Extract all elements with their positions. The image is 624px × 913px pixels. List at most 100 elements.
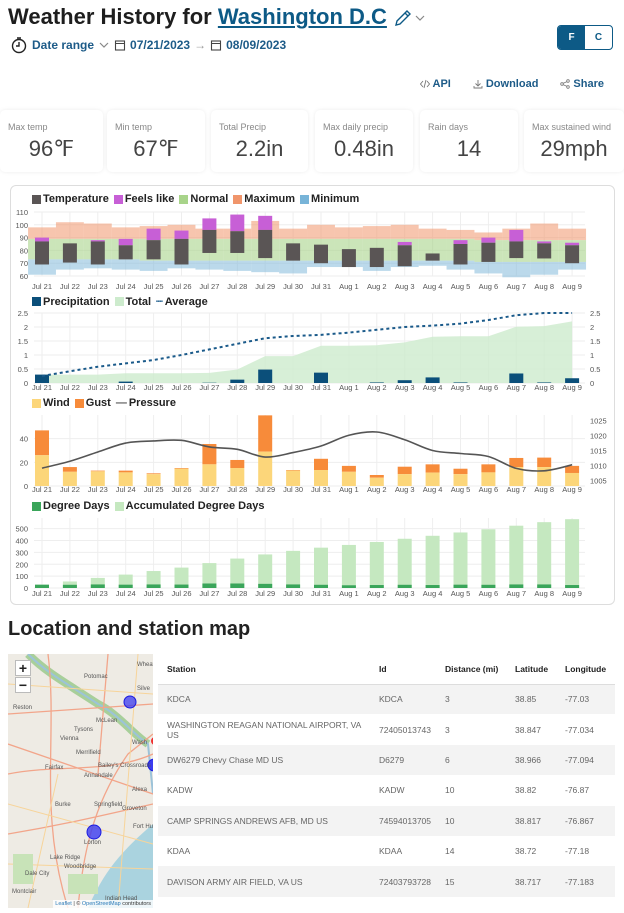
date-range-dropdown[interactable]: Date range xyxy=(32,38,95,52)
map-label: Wheat xyxy=(137,662,153,668)
y-tick-label: 0 xyxy=(24,584,28,593)
location-link[interactable]: Washington D.C xyxy=(217,4,387,29)
column-header-id[interactable]: Id xyxy=(370,654,436,685)
table-row[interactable]: KDAA KDAA 14 38.72 -77.18 xyxy=(158,836,615,866)
gust-bar xyxy=(397,466,412,475)
wind-bar xyxy=(62,471,77,486)
maximum-band xyxy=(446,229,475,239)
table-cell: -76.867 xyxy=(556,805,615,836)
y-tick-label: 40 xyxy=(20,435,28,444)
wind-bar xyxy=(509,467,524,486)
minimum-band xyxy=(279,260,308,274)
maximum-band xyxy=(279,228,308,239)
wind-bar xyxy=(565,472,580,486)
table-row[interactable]: CAMP SPRINGS ANDREWS AFB, MD US 745940137… xyxy=(158,805,615,836)
table-cell: 38.966 xyxy=(506,744,556,776)
osm-link[interactable]: OpenStreetMap xyxy=(81,901,121,907)
feels-like-bar xyxy=(174,230,189,239)
map-label: Lake Ridge xyxy=(50,855,81,861)
accumulated-degree-days-bar xyxy=(258,554,273,588)
share-link[interactable]: Share xyxy=(560,78,604,90)
y-tick-label: 200 xyxy=(15,560,28,569)
wind-bar xyxy=(118,472,133,486)
unit-f-button[interactable]: F xyxy=(558,26,585,49)
temperature-bar xyxy=(118,245,133,260)
accumulated-degree-days-bar xyxy=(118,574,133,588)
minimum-band xyxy=(307,260,335,268)
chevron-down-icon[interactable] xyxy=(98,39,110,51)
pencil-icon[interactable] xyxy=(393,8,413,28)
y-tick-label: 100 xyxy=(15,572,28,581)
precipitation-bar xyxy=(314,372,328,383)
chevron-down-icon[interactable] xyxy=(413,11,427,25)
maximum-band xyxy=(530,223,559,241)
x-tick-label: Jul 21 xyxy=(32,383,52,392)
y-tick-label: 0 xyxy=(24,482,28,491)
precipitation-bar xyxy=(35,374,49,383)
column-header-station[interactable]: Station xyxy=(158,654,370,685)
start-date[interactable]: 07/21/2023 xyxy=(130,38,191,52)
date-range-row: Date range 07/21/2023 → 08/09/2023 xyxy=(10,36,286,54)
feels-like-bar xyxy=(537,241,552,244)
stations-table: Station Id Distance (mi) Latitude Longit… xyxy=(158,654,615,897)
zoom-out-button[interactable]: − xyxy=(15,677,31,693)
column-header-longitude[interactable]: Longitude xyxy=(556,654,615,685)
gust-bar xyxy=(35,430,49,456)
x-tick-label: Aug 9 xyxy=(562,282,582,291)
x-tick-label: Jul 25 xyxy=(144,589,164,598)
y2-tick-label: 1015 xyxy=(590,447,607,456)
x-tick-label: Jul 22 xyxy=(60,485,80,494)
degree-days-bar xyxy=(369,585,384,588)
precipitation-bar xyxy=(425,377,440,383)
temperature-bar xyxy=(230,231,245,253)
download-link[interactable]: Download xyxy=(473,78,538,90)
table-row[interactable]: KDCA KDCA 3 38.85 -77.03 xyxy=(158,684,615,715)
temperature-bar xyxy=(35,241,49,265)
x-tick-label: Aug 1 xyxy=(339,282,359,291)
x-tick-label: Jul 29 xyxy=(255,485,275,494)
column-header-latitude[interactable]: Latitude xyxy=(506,654,556,685)
x-tick-label: Jul 31 xyxy=(311,589,331,598)
table-row[interactable]: DAVISON ARMY AIR FIELD, VA US 72403793728… xyxy=(158,866,615,897)
zoom-in-button[interactable]: + xyxy=(15,660,31,676)
x-tick-label: Jul 29 xyxy=(255,282,275,291)
table-row[interactable]: WASHINGTON REAGAN NATIONAL AIRPORT, VA U… xyxy=(158,714,615,744)
feels-like-bar xyxy=(90,240,105,242)
minimum-band xyxy=(139,260,168,271)
precipitation-bar xyxy=(453,382,468,383)
map-label: Dale City xyxy=(25,871,50,877)
table-row[interactable]: KADW KADW 10 38.82 -76.87 xyxy=(158,775,615,805)
x-tick-label: Aug 8 xyxy=(534,282,554,291)
maximum-band xyxy=(558,228,587,241)
y2-tick-label: 1020 xyxy=(590,432,607,441)
map-label: Indian Head xyxy=(105,896,138,902)
unit-c-button[interactable]: C xyxy=(594,32,603,43)
api-link[interactable]: API xyxy=(419,78,451,90)
temperature-bar xyxy=(286,243,301,261)
table-cell: 3 xyxy=(436,684,506,715)
map-label: Fairfax xyxy=(45,765,64,771)
y2-tick-label: 1005 xyxy=(590,476,607,485)
gust-bar xyxy=(146,473,161,475)
map-label: Alexa xyxy=(132,787,148,793)
table-cell: 10 xyxy=(436,805,506,836)
table-cell: 38.847 xyxy=(515,724,541,735)
x-tick-label: Jul 21 xyxy=(32,589,52,598)
column-header-distance[interactable]: Distance (mi) xyxy=(436,654,506,685)
table-row[interactable]: DW6279 Chevy Chase MD US D6279 6 38.966 -77.… xyxy=(158,744,615,776)
stat-card-max-wind: Max sustained wind 29mph xyxy=(524,110,624,172)
temperature-bar xyxy=(425,253,440,261)
share-icon xyxy=(560,79,571,89)
x-tick-label: Jul 31 xyxy=(311,383,331,392)
stopwatch-icon xyxy=(11,37,27,54)
leaflet-link[interactable]: Leaflet xyxy=(55,901,72,907)
x-tick-label: Jul 22 xyxy=(60,589,80,598)
precipitation-bar xyxy=(258,369,273,383)
end-date[interactable]: 08/09/2023 xyxy=(226,38,287,52)
y-tick-label: 90 xyxy=(20,234,28,243)
feels-like-bar xyxy=(481,237,496,243)
x-tick-label: Aug 7 xyxy=(506,383,526,392)
location-heading: Location and station map xyxy=(8,618,251,640)
station-map[interactable]: + − Potomac Reston McLean Tysons Vienna Merri… xyxy=(8,654,153,908)
